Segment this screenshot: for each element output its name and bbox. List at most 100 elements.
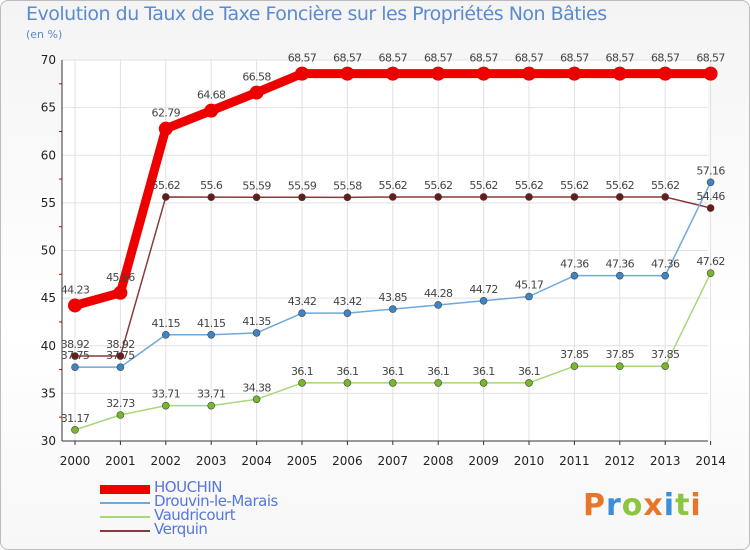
data-label: 68.57 xyxy=(696,52,725,65)
legend-label: Verquin xyxy=(154,520,208,538)
y-tick-label: 30 xyxy=(41,434,56,448)
legend-swatch xyxy=(100,516,150,518)
data-point xyxy=(388,379,397,387)
data-label: 66.58 xyxy=(242,71,271,84)
data-point xyxy=(113,285,128,300)
data-point xyxy=(71,363,79,371)
data-label: 45.17 xyxy=(515,279,544,292)
data-point xyxy=(706,178,715,187)
data-point xyxy=(162,401,170,410)
data-label: 55.59 xyxy=(242,179,271,192)
data-label: 55.58 xyxy=(333,179,362,192)
data-point xyxy=(116,352,125,360)
data-labels: 44.23 45.56 62.79 64.68 66.58 68.57 68.57 68.57… xyxy=(61,52,726,425)
y-tick-label: 45 xyxy=(41,291,56,305)
data-label: 37.85 xyxy=(651,348,680,361)
x-tick-label: 2004 xyxy=(241,454,272,468)
data-point xyxy=(615,193,624,201)
data-label: 36.1 xyxy=(473,365,495,378)
data-point xyxy=(570,362,579,371)
data-point xyxy=(298,309,306,317)
data-label: 55.62 xyxy=(379,179,408,192)
data-point xyxy=(207,330,215,339)
legend-label: Drouvin-le-Marais xyxy=(154,492,278,510)
data-point xyxy=(522,66,536,81)
data-point xyxy=(162,193,170,201)
data-point xyxy=(116,411,125,419)
data-label: 31.17 xyxy=(61,412,90,425)
data-point xyxy=(434,379,443,387)
data-label: 45.56 xyxy=(106,271,135,284)
legend-label: HOUCHIN xyxy=(154,478,222,496)
data-label: 43.42 xyxy=(333,295,362,308)
y-tick-label: 65 xyxy=(41,101,56,115)
x-tick-label: 2000 xyxy=(60,454,91,468)
y-tick-label: 60 xyxy=(41,148,56,162)
data-label: 55.62 xyxy=(152,179,181,192)
data-point xyxy=(570,271,579,280)
y-tick-label: 55 xyxy=(41,196,56,210)
data-label: 68.57 xyxy=(560,52,589,65)
data-label: 41.35 xyxy=(242,315,271,328)
data-point xyxy=(479,379,488,387)
chart-title: Evolution du Taux de Taxe Foncière sur l… xyxy=(26,3,607,25)
x-tick-label: 2006 xyxy=(332,454,363,468)
data-point xyxy=(570,193,579,201)
x-tick-label: 2009 xyxy=(468,454,499,468)
data-point xyxy=(525,379,533,387)
data-point xyxy=(207,193,215,201)
data-label: 55.62 xyxy=(560,179,589,192)
data-point xyxy=(706,204,715,212)
data-label: 55.62 xyxy=(515,179,544,192)
data-label: 36.1 xyxy=(336,365,358,378)
data-label: 68.57 xyxy=(606,52,635,65)
data-label: 55.62 xyxy=(651,179,680,192)
data-label: 41.15 xyxy=(197,317,226,330)
data-point xyxy=(162,330,170,339)
data-point xyxy=(295,66,309,81)
data-point xyxy=(204,103,219,118)
x-tick-label: 2001 xyxy=(105,454,136,468)
data-point xyxy=(71,352,79,360)
data-label: 33.71 xyxy=(152,388,181,401)
data-point xyxy=(249,85,264,100)
data-label: 68.57 xyxy=(288,52,317,65)
data-label: 44.23 xyxy=(61,283,90,296)
data-label: 68.57 xyxy=(379,52,408,65)
data-point xyxy=(661,362,670,371)
x-tick-label: 2008 xyxy=(423,454,454,468)
x-tick-label: 2007 xyxy=(378,454,409,468)
data-label: 32.73 xyxy=(106,397,135,410)
data-label: 55.59 xyxy=(288,179,317,192)
data-point xyxy=(343,309,352,317)
data-label: 44.28 xyxy=(424,287,453,300)
x-tick-label: 2003 xyxy=(196,454,227,468)
data-point xyxy=(207,401,215,410)
x-tick-label: 2002 xyxy=(151,454,182,468)
x-tick-label: 2011 xyxy=(559,454,590,468)
data-label: 41.15 xyxy=(152,317,181,330)
legend-swatch xyxy=(100,530,150,532)
data-label: 68.57 xyxy=(469,52,498,65)
data-point xyxy=(252,329,261,337)
legend-label: Vaudricourt xyxy=(154,506,236,524)
data-label: 55.62 xyxy=(424,179,453,192)
data-point xyxy=(476,66,491,81)
y-tick-label: 40 xyxy=(41,339,56,353)
series-lines xyxy=(68,66,718,434)
data-point xyxy=(479,296,488,305)
data-point xyxy=(431,66,446,81)
data-label: 47.36 xyxy=(560,258,589,271)
data-label: 43.85 xyxy=(379,291,408,304)
y-axis-unit: (en %) xyxy=(26,28,63,41)
data-label: 37.75 xyxy=(106,349,135,362)
data-label: 37.75 xyxy=(61,349,90,362)
data-point xyxy=(252,193,261,202)
data-label: 36.1 xyxy=(291,365,313,378)
data-label: 38.92 xyxy=(106,338,135,351)
data-point xyxy=(71,426,79,434)
data-point xyxy=(615,362,624,371)
data-label: 68.57 xyxy=(333,52,362,65)
data-point xyxy=(525,193,533,201)
legend-swatch xyxy=(100,484,150,494)
